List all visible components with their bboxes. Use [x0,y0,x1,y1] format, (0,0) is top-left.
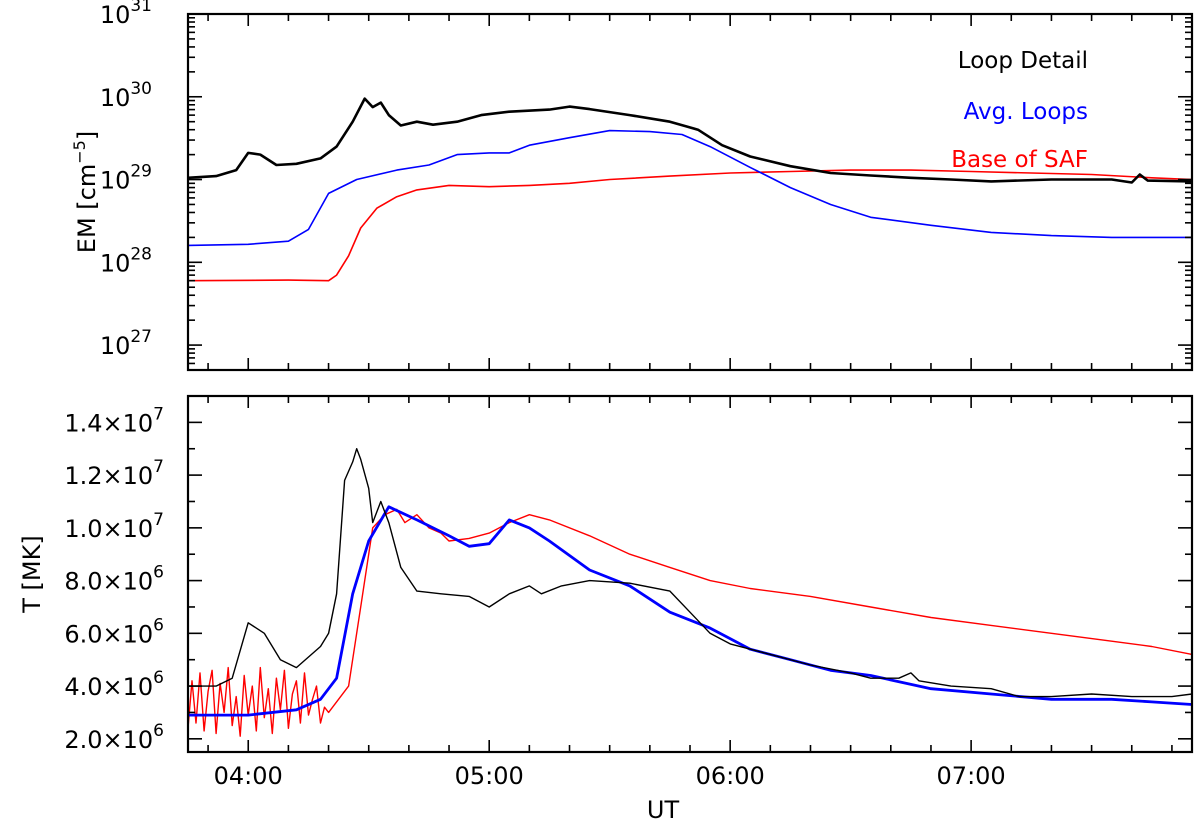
x-axis-label: UT [647,796,680,824]
em-y-tick-label: 1029 [100,162,152,195]
temperature-y-tick-label: 1.4×107 [64,404,164,437]
em-panel: 1027 1028 1029 1030 1031 Loop Detail Avg. Loo… [70,0,1194,372]
temperature-line-series-0 [188,448,1193,698]
temperature-line-series-1 [188,505,1193,717]
x-tick-label: 07:00 [937,762,1006,790]
temperature-panel: 04:00 05:00 06:00 07:00 2.0×106 4.0×106 6.0×10… [18,394,1194,824]
temperature-axes: 04:00 05:00 06:00 07:00 2.0×106 4.0×106 6.0×10… [64,395,1192,790]
x-tick-label: 06:00 [696,762,765,790]
em-y-tick-label: 1031 [100,0,152,29]
em-line-base-of-saf [187,169,1193,282]
em-y-tick-label: 1027 [100,327,152,360]
legend-entry-3: Base of SAF [951,147,1088,173]
temperature-line-series-2 [187,508,1193,737]
em-y-tick-label: 1028 [100,244,152,277]
temperature-y-tick-label: 8.0×106 [64,563,164,596]
temperature-series-group [187,448,1193,737]
em-line-avg-loops [187,129,1192,247]
em-line-loop-detail [187,97,1193,184]
legend-entry-2: Avg. Loops [964,99,1088,125]
temperature-y-tick-label: 1.2×107 [64,457,164,490]
em-axes: 1027 1028 1029 1030 1031 [100,0,1192,371]
legend-entry-1: Loop Detail [958,48,1088,74]
em-y-axis-label: EM [cm−5] [70,131,101,253]
x-tick-label: 05:00 [455,762,524,790]
temperature-y-axis-label: T [MK] [18,535,46,613]
temperature-y-tick-label: 1.0×107 [64,510,164,543]
em-y-tick-label: 1030 [100,79,152,112]
em-series-group [187,97,1193,282]
x-tick-label: 04:00 [214,762,283,790]
temperature-y-tick-label: 4.0×106 [64,668,164,701]
temperature-y-tick-label: 2.0×106 [64,721,164,754]
em-legend: Loop Detail Avg. Loops Base of SAF [951,48,1088,173]
temperature-y-tick-label: 6.0×106 [64,615,164,648]
